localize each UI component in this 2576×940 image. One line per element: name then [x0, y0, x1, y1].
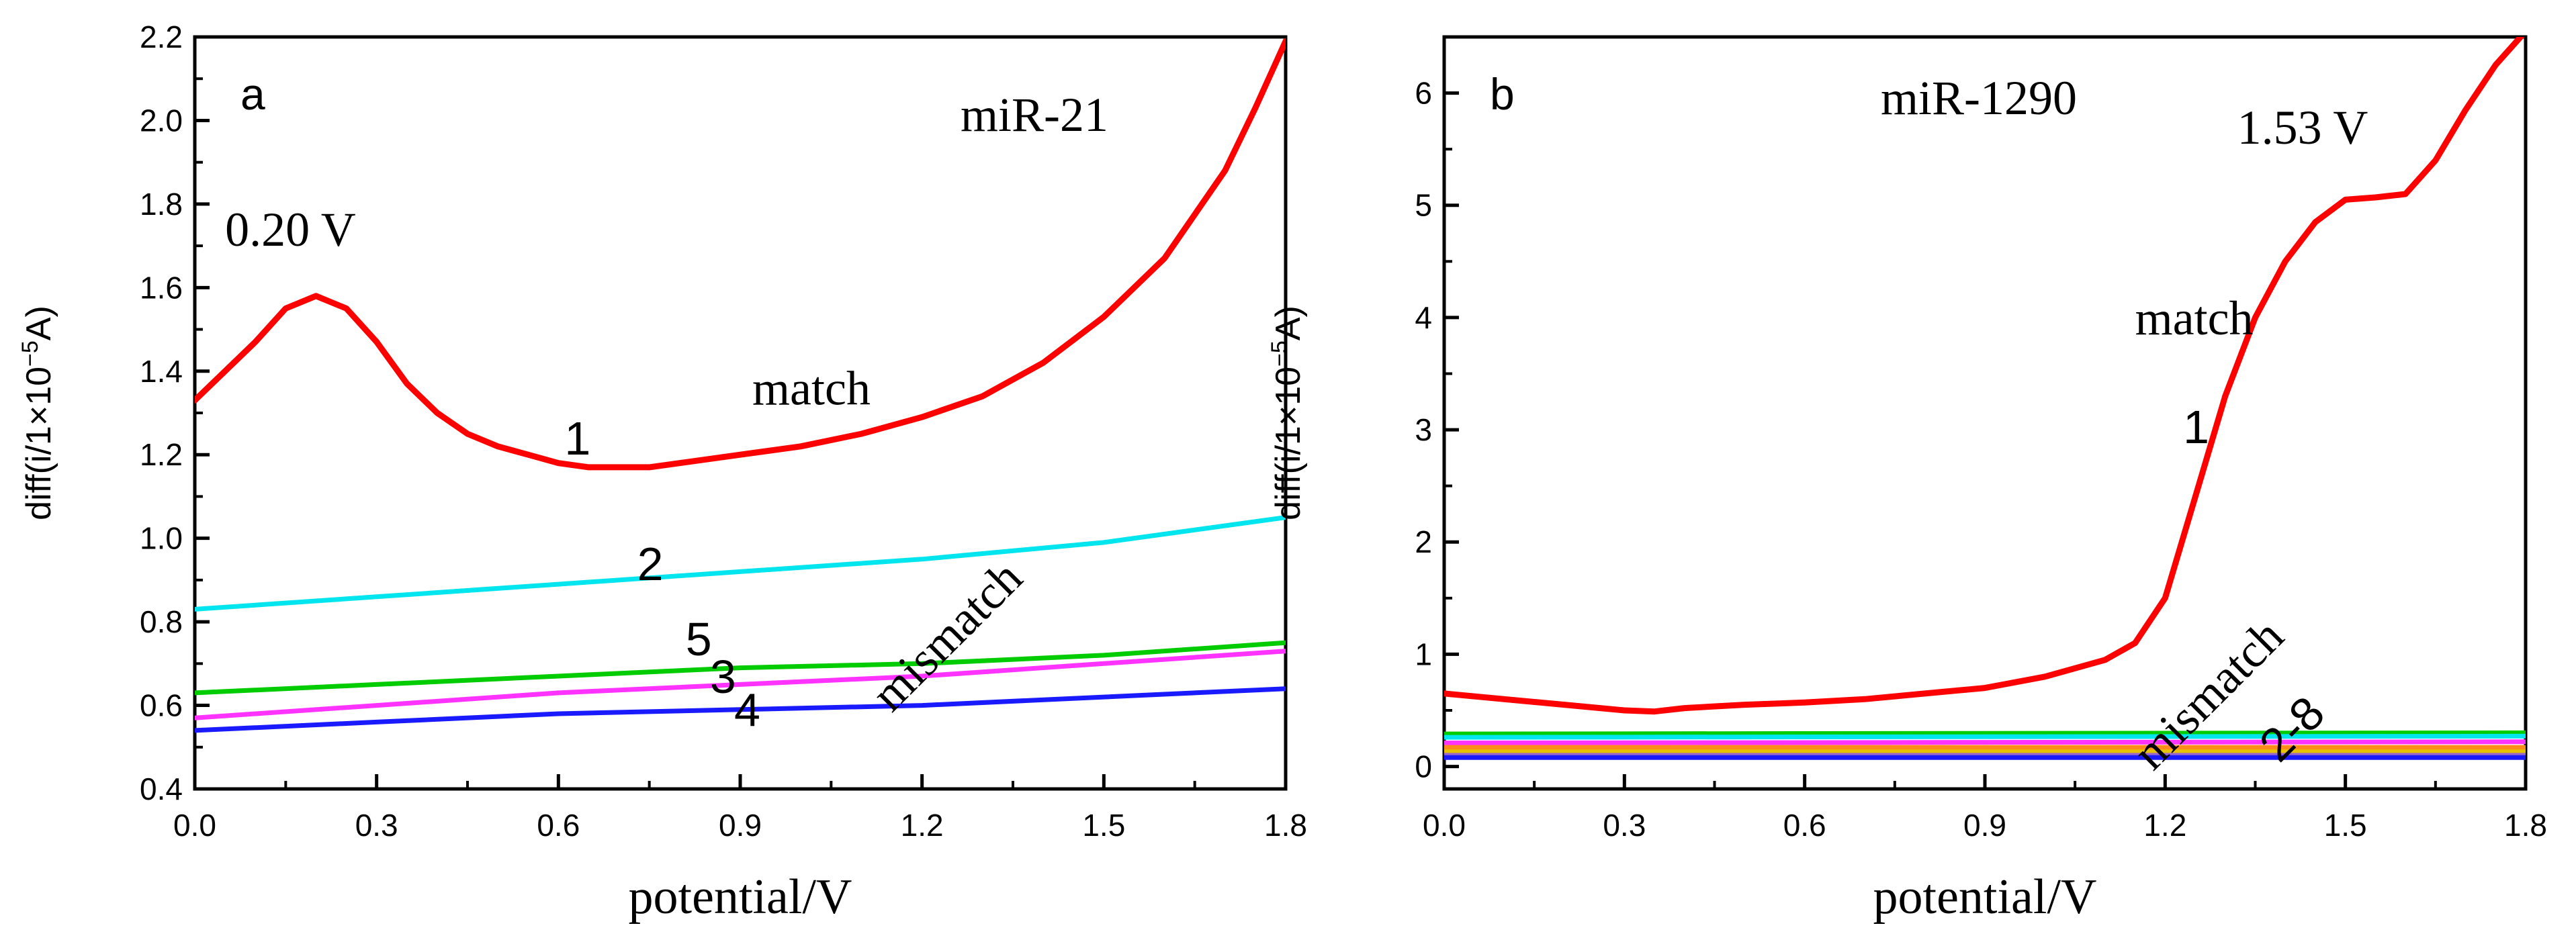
panel-a-ytick-label: 1.0: [140, 521, 183, 556]
panel-a-frame: [193, 35, 1288, 791]
panel-b-annotation: 1.53 V: [2237, 101, 2368, 154]
panel-a-series-4-line: [195, 686, 1286, 733]
panel-a-xtick-label: 1.8: [1264, 808, 1307, 843]
panel-b-xtick-label: 0.6: [1783, 808, 1826, 843]
panel-a-xtick-label: 1.2: [901, 808, 944, 843]
panel-a-title: miR-21: [961, 88, 1108, 142]
panel-b-title: miR-1290: [1881, 71, 2077, 125]
panel-b-ytick-label: 4: [1415, 300, 1432, 335]
panel-a-ytick-label: 1.6: [140, 270, 183, 305]
panel-b-letter: b: [1490, 69, 1515, 119]
panel-a-ticks: 0.0 0.3 0.6 0.9 1.2 1.5 1.8 0.4 0.6 0.8 1.0 1.2 1.4 1…: [140, 19, 1307, 843]
panel-b-series-2-line: [1444, 730, 2526, 737]
panel-b-xtick-label: 0.0: [1423, 808, 1466, 843]
panel-a-ytick-label: 1.4: [140, 354, 183, 389]
panel-a-ytick-label: 2.2: [140, 19, 183, 54]
panel-a-ylabel-unit: A): [19, 306, 58, 340]
panel-a-annotation: 1: [564, 412, 590, 465]
panel-b-xlabel: potential/V: [1873, 869, 2097, 925]
panel-b-xtick-label: 1.5: [2324, 808, 2367, 843]
panel-a-ylabel-exponent: −5: [17, 340, 43, 367]
panel-a-annotation: 0.20 V: [225, 203, 356, 256]
panel-b-series-3-line: [1444, 733, 2526, 740]
panel-b-ylabel-exponent: −5: [1267, 340, 1292, 367]
panel-a-annotation: 3: [710, 651, 736, 703]
panel-b-xtick-label: 0.9: [1963, 808, 2006, 843]
panel-a-xlabel: potential/V: [629, 869, 852, 925]
panel-a-ytick-label: 2.0: [140, 103, 183, 138]
panel-a-series: [195, 38, 1286, 733]
panel-b-ytick-label: 5: [1415, 188, 1432, 223]
panel-a-xtick-label: 0.3: [355, 808, 398, 843]
panel-b-ticks: 0.0 0.3 0.6 0.9 1.2 1.5 1.8 0 1 2 3 4 5 6: [1415, 76, 2547, 843]
panel-b-xtick-label: 0.3: [1603, 808, 1646, 843]
panel-b-ytick-label: 2: [1415, 524, 1432, 559]
panel-b-annotation: 1: [2183, 401, 2209, 453]
panel-a-ytick-label: 1.8: [140, 187, 183, 222]
panel-a: 0.0 0.3 0.6 0.9 1.2 1.5 1.8 0.4 0.6 0.8 1.0 1.2 1.4 1…: [17, 19, 1307, 925]
panel-a-ytick-label: 0.8: [140, 604, 183, 639]
panel-a-xtick-label: 0.6: [537, 808, 580, 843]
panel-a-ylabel: diff(i/1×10−5A): [17, 306, 58, 520]
panel-b-ytick-label: 0: [1415, 749, 1432, 784]
panel-a-series-1-line: [195, 38, 1286, 471]
panel-b-series-1-line: [1444, 37, 2525, 715]
panel-b: 0.0 0.3 0.6 0.9 1.2 1.5 1.8 0 1 2 3 4 5 6 1.53 V match…: [1267, 35, 2547, 925]
panel-b-ytick-label: 6: [1415, 76, 1432, 111]
panel-b-series: [1444, 37, 2526, 760]
panel-b-ytick-label: 1: [1415, 637, 1432, 671]
panel-b-xtick-label: 1.2: [2143, 808, 2186, 843]
panel-b-ylabel-unit: A): [1269, 306, 1308, 340]
panel-b-xtick-label: 1.8: [2504, 808, 2547, 843]
panel-a-ytick-label: 0.4: [140, 771, 183, 806]
panel-b-ylabel-text: diff(i/1×10: [1269, 367, 1308, 520]
panel-a-annotation: mismatch: [861, 551, 1032, 722]
panel-b-annotation: match: [2135, 291, 2254, 345]
panel-a-annotation: match: [752, 362, 871, 416]
panel-b-ytick-label: 3: [1415, 412, 1432, 447]
panel-a-letter: a: [240, 69, 265, 119]
panel-a-series-2-line: [195, 515, 1286, 612]
panel-a-annotation: 2: [637, 538, 664, 590]
panel-a-annotation: 5: [686, 613, 712, 665]
panel-a-xtick-label: 0.9: [719, 808, 762, 843]
panel-a-ytick-label: 1.2: [140, 437, 183, 472]
panel-a-xtick-label: 1.5: [1082, 808, 1125, 843]
panel-a-ytick-label: 0.6: [140, 688, 183, 723]
panel-a-xtick-label: 0.0: [173, 808, 216, 843]
panel-a-ylabel-text: diff(i/1×10: [19, 367, 58, 520]
panel-b-series-4-line: [1444, 739, 2526, 745]
panel-a-series-5-line: [195, 640, 1286, 696]
panel-a-annotation: 4: [734, 684, 760, 737]
panel-a-series-3-line: [195, 649, 1286, 720]
panel-b-ylabel: diff(i/1×10−5A): [1267, 306, 1308, 520]
